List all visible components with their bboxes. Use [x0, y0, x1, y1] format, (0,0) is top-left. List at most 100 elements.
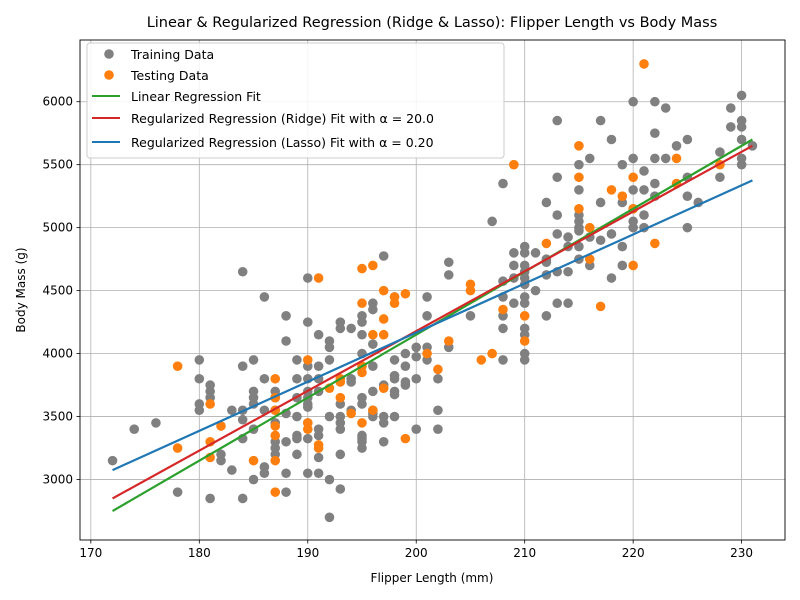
- training-point: [552, 298, 563, 309]
- training-point: [313, 452, 324, 463]
- training-point: [617, 260, 628, 271]
- training-point: [584, 153, 595, 164]
- training-point: [498, 355, 508, 365]
- y-axis-label: Body Mass (g): [14, 247, 28, 332]
- training-point: [595, 115, 606, 126]
- training-point: [292, 449, 302, 460]
- training-point: [682, 222, 693, 233]
- testing-point: [519, 336, 530, 346]
- testing-point: [639, 59, 649, 69]
- training-point: [335, 449, 346, 460]
- x-tick-label: 200: [405, 546, 428, 560]
- training-point: [313, 430, 324, 441]
- training-point: [194, 355, 205, 365]
- training-point: [541, 197, 552, 208]
- training-point: [736, 90, 747, 101]
- training-point: [324, 474, 335, 485]
- training-point: [443, 257, 454, 268]
- testing-point: [302, 424, 313, 434]
- testing-point: [574, 203, 584, 214]
- training-point: [552, 229, 563, 239]
- training-point: [302, 402, 313, 412]
- training-point: [574, 159, 584, 170]
- training-point: [498, 323, 508, 334]
- training-point: [628, 96, 638, 107]
- training-point: [530, 285, 541, 296]
- training-point: [574, 241, 584, 252]
- training-point: [671, 140, 682, 151]
- training-point: [725, 122, 736, 132]
- chart-title: Linear & Regularized Regression (Ridge &…: [147, 15, 718, 31]
- training-point: [660, 103, 671, 113]
- testing-point: [433, 364, 443, 375]
- training-point: [411, 373, 422, 384]
- training-point: [107, 455, 118, 466]
- y-tick-label: 3000: [42, 473, 73, 487]
- plot-data: [107, 59, 758, 523]
- testing-point: [584, 222, 595, 233]
- training-point: [509, 248, 519, 258]
- training-point: [443, 270, 454, 280]
- training-point: [400, 361, 411, 371]
- testing-point: [357, 418, 367, 428]
- training-point: [281, 311, 291, 321]
- training-point: [335, 424, 346, 434]
- training-point: [606, 134, 617, 145]
- training-point: [563, 232, 573, 242]
- training-point: [216, 455, 226, 466]
- testing-point: [335, 392, 346, 403]
- testing-point: [584, 254, 595, 264]
- training-point: [357, 399, 367, 409]
- training-point: [237, 361, 248, 371]
- training-point: [292, 433, 302, 444]
- training-point: [259, 373, 270, 384]
- testing-point: [270, 487, 281, 497]
- y-tick-label: 5500: [42, 158, 73, 172]
- training-point: [628, 222, 638, 233]
- testing-point: [313, 443, 324, 453]
- testing-point: [368, 405, 378, 416]
- testing-point: [248, 455, 259, 466]
- axes: 170 180 190 200 210 220 230 3000 3500 4000 4500 500…: [42, 95, 753, 560]
- testing-point: [378, 383, 389, 394]
- training-point: [302, 468, 313, 479]
- testing-point: [357, 298, 367, 309]
- x-tick-label: 170: [79, 546, 102, 560]
- testing-point: [270, 421, 281, 431]
- training-point: [368, 339, 378, 349]
- training-point: [639, 185, 649, 195]
- lasso-fit-line: [112, 179, 753, 472]
- training-point: [302, 433, 313, 444]
- testing-point: [574, 140, 584, 151]
- training-point: [595, 197, 606, 208]
- testing-point: [422, 348, 432, 359]
- training-point: [324, 411, 335, 422]
- training-point: [324, 512, 335, 523]
- testing-point: [378, 285, 389, 296]
- training-point: [650, 96, 660, 107]
- y-tick-label: 6000: [42, 95, 73, 109]
- testing-point: [270, 455, 281, 466]
- testing-point: [205, 399, 215, 409]
- training-point: [725, 103, 736, 113]
- training-point: [411, 424, 422, 434]
- training-point: [368, 361, 378, 371]
- y-tick-label: 4000: [42, 347, 73, 361]
- training-point: [324, 355, 335, 365]
- testing-point: [400, 288, 411, 299]
- training-point: [237, 414, 248, 425]
- training-point: [422, 292, 432, 302]
- training-point: [552, 210, 563, 220]
- training-point: [400, 348, 411, 359]
- training-point: [574, 185, 584, 195]
- testing-point: [368, 329, 378, 340]
- training-point: [639, 210, 649, 220]
- training-point: [281, 436, 291, 447]
- training-point: [530, 248, 541, 258]
- legend-label-training: Training Data: [130, 47, 214, 62]
- testing-point: [270, 373, 281, 384]
- training-point: [368, 386, 378, 397]
- training-point: [411, 351, 422, 362]
- training-point: [519, 355, 530, 365]
